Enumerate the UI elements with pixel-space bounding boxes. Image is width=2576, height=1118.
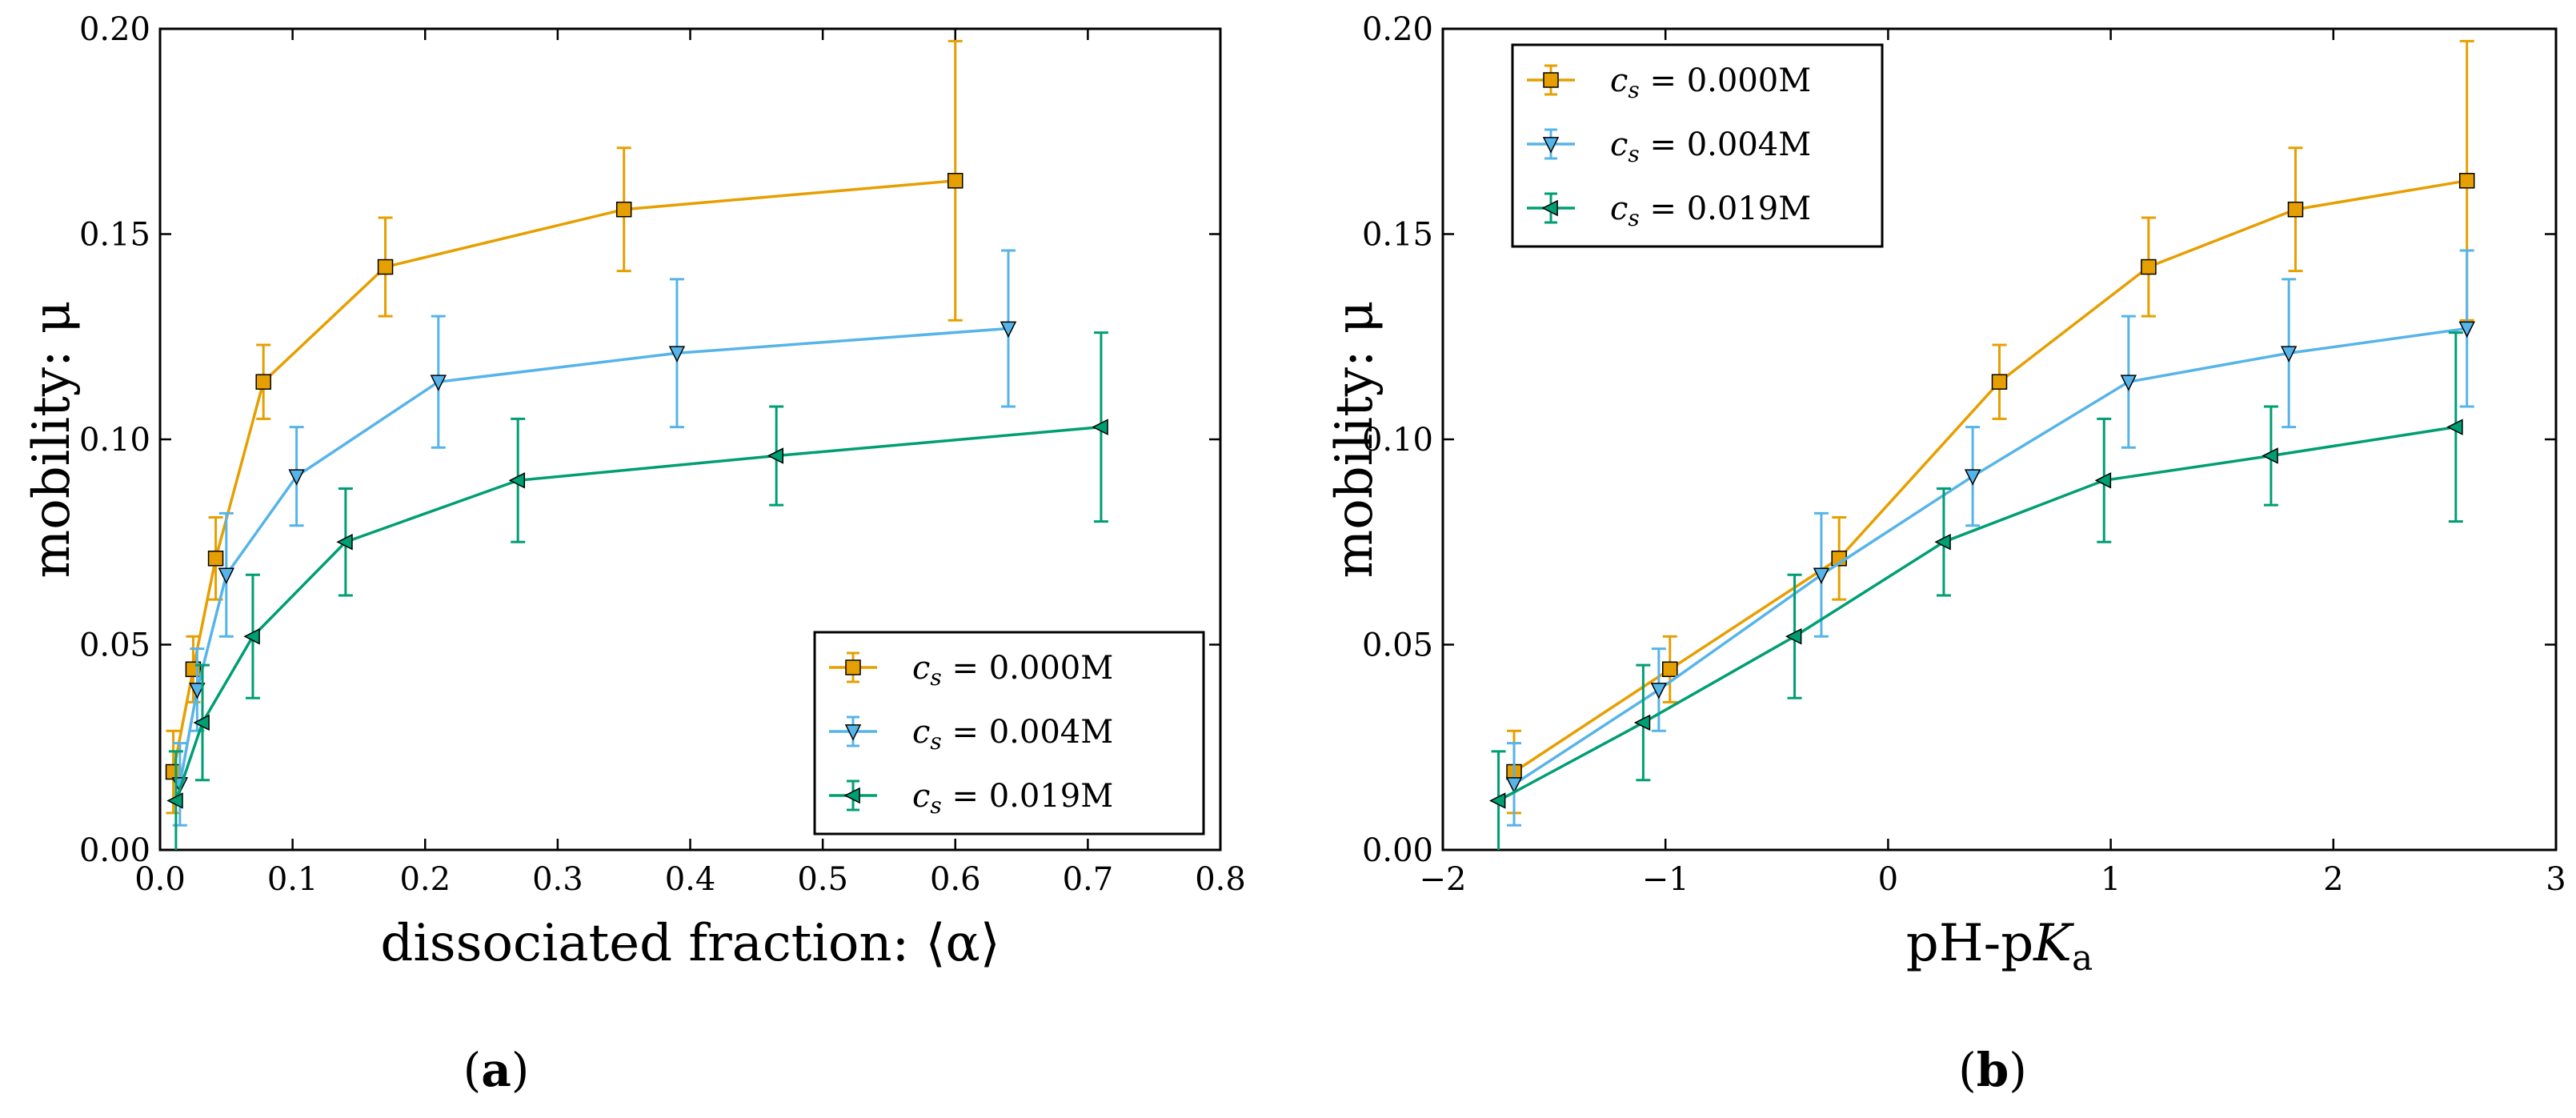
data-point bbox=[1488, 792, 1506, 809]
x-tick-label: 1 bbox=[2101, 861, 2121, 898]
x-axis-label: pH-pKa bbox=[1906, 914, 2093, 979]
data-point bbox=[255, 374, 271, 390]
legend-label: cs = 0.004M bbox=[912, 714, 1113, 755]
data-point bbox=[377, 258, 394, 275]
data-point bbox=[615, 201, 632, 218]
data-point bbox=[2141, 258, 2157, 275]
y-tick-label: 0.05 bbox=[79, 627, 150, 664]
data-point bbox=[767, 447, 784, 464]
legend-marker bbox=[1541, 199, 1558, 217]
data-point bbox=[430, 375, 447, 391]
y-tick-label: 0.00 bbox=[79, 832, 150, 869]
data-point bbox=[1633, 714, 1651, 731]
data-point bbox=[1000, 321, 1017, 339]
panel-caption: (a) bbox=[463, 1043, 530, 1097]
data-point bbox=[508, 472, 526, 489]
x-tick-label: 0 bbox=[1878, 861, 1898, 898]
data-point bbox=[1662, 661, 1678, 678]
legend-label: cs = 0.000M bbox=[1610, 62, 1811, 103]
legend-label: cs = 0.019M bbox=[912, 778, 1113, 819]
legend-marker bbox=[1542, 137, 1560, 154]
data-point bbox=[2280, 346, 2298, 363]
legend-label: cs = 0.019M bbox=[1610, 190, 1811, 231]
legend-marker bbox=[844, 724, 862, 741]
x-tick-label: 0.7 bbox=[1063, 861, 1114, 898]
data-point bbox=[1964, 469, 1981, 486]
y-axis-label: mobility: μ bbox=[1325, 301, 1384, 579]
y-tick-label: 0.00 bbox=[1362, 832, 1433, 869]
x-tick-label: 0.4 bbox=[665, 861, 716, 898]
legend-label: cs = 0.000M bbox=[912, 650, 1113, 691]
series-1 bbox=[171, 249, 1017, 827]
y-tick-label: 0.05 bbox=[1362, 627, 1433, 664]
y-tick-label: 0.15 bbox=[79, 217, 150, 254]
legend-marker bbox=[1543, 72, 1559, 88]
data-point bbox=[2120, 375, 2137, 391]
y-tick-label: 0.20 bbox=[1362, 11, 1433, 48]
data-point bbox=[2287, 201, 2304, 218]
x-tick-label: 0.6 bbox=[930, 861, 981, 898]
data-point bbox=[668, 346, 686, 363]
series-1 bbox=[1505, 249, 2475, 827]
x-axis-label: dissociated fraction: ⟨α⟩ bbox=[380, 914, 1000, 973]
data-point bbox=[1505, 777, 1523, 794]
data-point bbox=[1092, 419, 1108, 435]
series-2 bbox=[1488, 331, 2463, 850]
y-tick-label: 0.10 bbox=[1362, 422, 1433, 459]
data-point bbox=[1813, 567, 1830, 584]
data-point bbox=[189, 683, 206, 699]
panel-caption: (b) bbox=[1958, 1043, 2027, 1097]
data-point bbox=[166, 792, 183, 809]
x-tick-label: 2 bbox=[2323, 861, 2343, 898]
x-tick-label: −2 bbox=[1420, 861, 1467, 898]
x-tick-label: 0.5 bbox=[797, 861, 848, 898]
data-point bbox=[1650, 683, 1668, 699]
data-point bbox=[2458, 321, 2475, 339]
y-tick-label: 0.20 bbox=[79, 11, 150, 48]
data-point bbox=[947, 173, 963, 189]
data-point bbox=[1934, 534, 1951, 551]
data-point bbox=[2458, 173, 2475, 189]
legend: cs = 0.000M cs = 0.004M cs = 0.019M bbox=[813, 631, 1205, 835]
series-0 bbox=[165, 39, 963, 815]
legend: cs = 0.000M cs = 0.004M cs = 0.019M bbox=[1511, 43, 1884, 248]
data-point bbox=[2262, 447, 2278, 464]
data-point bbox=[288, 469, 305, 486]
series-2 bbox=[166, 331, 1108, 850]
data-point bbox=[243, 628, 260, 645]
legend-marker bbox=[845, 659, 861, 675]
x-tick-label: 0.3 bbox=[532, 861, 583, 898]
y-tick-label: 0.15 bbox=[1362, 217, 1433, 254]
data-point bbox=[2094, 472, 2112, 489]
y-axis-label: mobility: μ bbox=[22, 301, 82, 579]
data-point bbox=[1785, 628, 1802, 645]
data-point bbox=[218, 567, 235, 584]
chart-panel-b: −2 −1 0 1 2 3 0.00 0.05 0.10 0.15 0.20 pH-pKa mobili… bbox=[1325, 11, 2566, 1097]
x-tick-label: 0.1 bbox=[267, 861, 318, 898]
legend-box bbox=[1511, 43, 1884, 248]
data-point bbox=[165, 763, 182, 780]
data-point bbox=[2446, 419, 2463, 435]
legend-label: cs = 0.004M bbox=[1610, 126, 1811, 167]
data-point bbox=[1991, 374, 2008, 390]
y-tick-label: 0.10 bbox=[79, 422, 150, 459]
x-tick-label: 0.2 bbox=[399, 861, 451, 898]
legend-box bbox=[813, 631, 1205, 835]
x-tick-label: 0.0 bbox=[134, 861, 186, 898]
legend-marker bbox=[843, 787, 860, 804]
x-tick-label: 0.8 bbox=[1195, 861, 1246, 898]
data-point bbox=[193, 714, 210, 731]
x-tick-label: −1 bbox=[1642, 861, 1689, 898]
x-tick-label: 3 bbox=[2546, 861, 2566, 898]
data-point bbox=[207, 551, 224, 567]
chart-panel-a: 0.0 0.1 0.2 0.3 0.4 0.5 0.6 0.7 0.8 0.00 0.05 0.10 0… bbox=[22, 11, 1246, 1097]
data-point bbox=[336, 534, 353, 551]
